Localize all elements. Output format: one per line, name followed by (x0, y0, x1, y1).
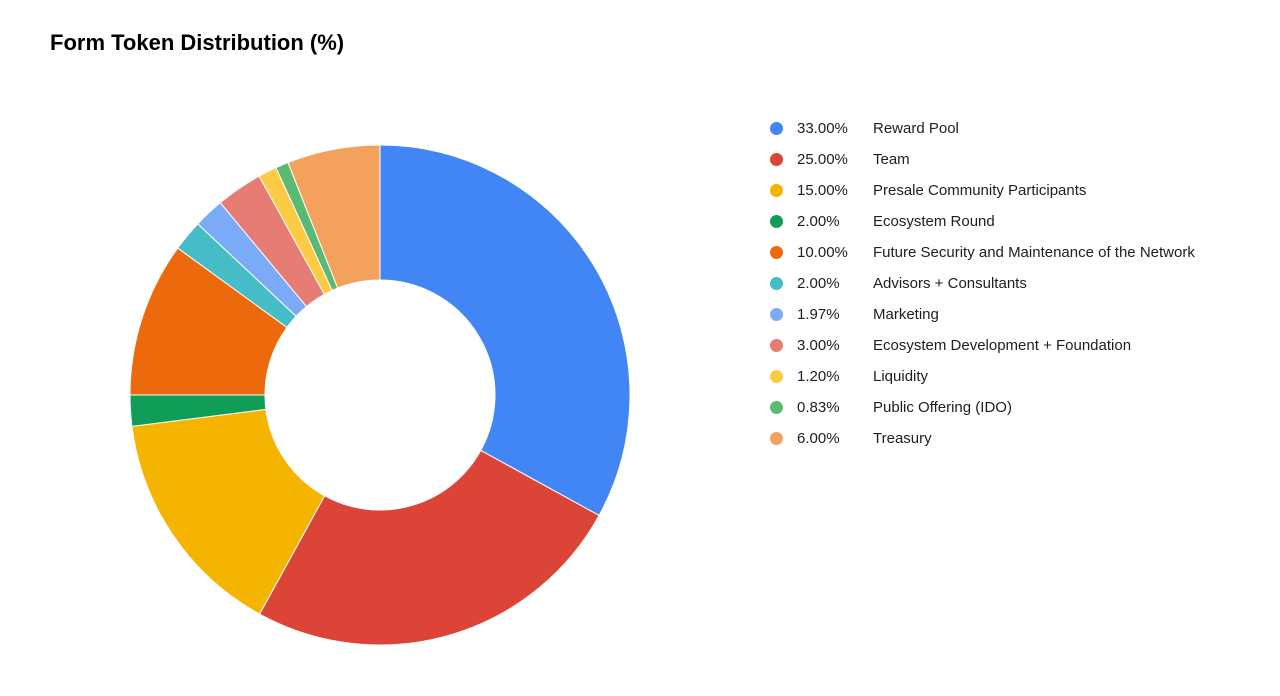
legend-percent: 1.97% (797, 306, 859, 323)
legend-dot-icon (770, 308, 783, 321)
legend-label: Advisors + Consultants (873, 275, 1027, 292)
legend-dot-icon (770, 401, 783, 414)
legend-item: 33.00% Reward Pool (770, 120, 1195, 137)
legend-dot-icon (770, 215, 783, 228)
legend-percent: 1.20% (797, 368, 859, 385)
legend-percent: 15.00% (797, 182, 859, 199)
legend-label: Treasury (873, 430, 932, 447)
legend-dot-icon (770, 153, 783, 166)
legend-dot-icon (770, 184, 783, 197)
legend-dot-icon (770, 370, 783, 383)
legend-item: 15.00% Presale Community Participants (770, 182, 1195, 199)
legend-percent: 3.00% (797, 337, 859, 354)
legend-percent: 2.00% (797, 275, 859, 292)
legend-label: Ecosystem Development + Foundation (873, 337, 1131, 354)
legend-percent: 2.00% (797, 213, 859, 230)
legend-dot-icon (770, 246, 783, 259)
legend-label: Liquidity (873, 368, 928, 385)
legend-item: 2.00% Advisors + Consultants (770, 275, 1195, 292)
legend-label: Reward Pool (873, 120, 959, 137)
legend-label: Presale Community Participants (873, 182, 1086, 199)
legend-percent: 25.00% (797, 151, 859, 168)
legend-item: 10.00% Future Security and Maintenance of… (770, 244, 1195, 261)
legend-label: Ecosystem Round (873, 213, 995, 230)
legend-percent: 10.00% (797, 244, 859, 261)
chart-title: Form Token Distribution (%) (50, 30, 344, 56)
legend-label: Team (873, 151, 910, 168)
legend-dot-icon (770, 277, 783, 290)
legend-dot-icon (770, 339, 783, 352)
legend-item: 1.20% Liquidity (770, 368, 1195, 385)
legend-item: 1.97% Marketing (770, 306, 1195, 323)
legend-label: Public Offering (IDO) (873, 399, 1012, 416)
legend-item: 3.00% Ecosystem Development + Foundation (770, 337, 1195, 354)
legend-dot-icon (770, 122, 783, 135)
legend-percent: 33.00% (797, 120, 859, 137)
donut-chart (120, 115, 640, 675)
chart-legend: 33.00% Reward Pool 25.00% Team 15.00% Presale… (770, 120, 1195, 447)
legend-percent: 6.00% (797, 430, 859, 447)
donut-slice (380, 145, 630, 515)
legend-percent: 0.83% (797, 399, 859, 416)
legend-label: Marketing (873, 306, 939, 323)
legend-dot-icon (770, 432, 783, 445)
donut-svg (120, 115, 640, 675)
legend-item: 6.00% Treasury (770, 430, 1195, 447)
legend-item: 2.00% Ecosystem Round (770, 213, 1195, 230)
legend-label: Future Security and Maintenance of the N… (873, 244, 1195, 261)
legend-item: 25.00% Team (770, 151, 1195, 168)
legend-item: 0.83% Public Offering (IDO) (770, 399, 1195, 416)
